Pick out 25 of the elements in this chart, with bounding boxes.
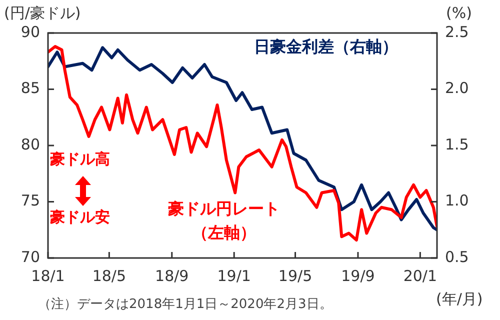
y2-axis-title: (%) [446, 4, 472, 22]
y2-tick-label: 1.0 [445, 192, 469, 210]
y2-tick-label: 1.5 [445, 135, 469, 154]
text: （注）データは2018年1月1日～2020年2月3日。 [38, 296, 332, 313]
y2-tick-label: 2.5 [445, 22, 469, 41]
y2-tick-label: 2.0 [445, 79, 469, 98]
text: 日豪金利差（右軸） [254, 37, 398, 58]
x-tick-label: 19/5 [278, 266, 312, 285]
annotation: 豪ドル高 [50, 150, 110, 169]
x-tick-label: 18/5 [92, 266, 126, 285]
x-tick-label: 18/9 [155, 266, 189, 285]
x-tick-label: 20/1 [403, 266, 438, 285]
x-axis-title: (年/月) [436, 290, 483, 309]
y-tick-label: 70 [20, 248, 40, 266]
y-tick-label: 85 [20, 79, 40, 98]
y2-tick-label: 0.5 [445, 248, 469, 266]
annotation: 豪ドル安 [50, 208, 110, 227]
y-tick-label: 75 [20, 192, 40, 210]
y-tick-label: 80 [20, 135, 40, 154]
x-tick-label: 19/1 [217, 266, 251, 285]
y-axis-title: (円/豪ドル) [4, 4, 81, 23]
x-tick-label: 18/1 [31, 266, 65, 285]
series-label: 豪ドル円レート（左軸） [167, 198, 281, 244]
x-tick-label: 19/9 [341, 266, 375, 285]
y-tick-label: 90 [20, 22, 40, 41]
